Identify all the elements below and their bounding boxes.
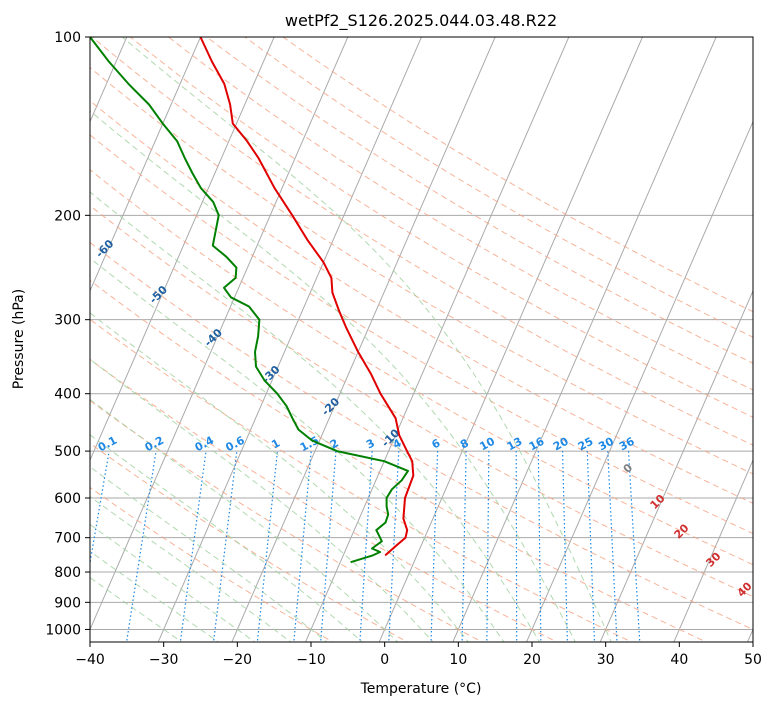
mixing-ratio-line (213, 451, 237, 644)
x-axis-title: Temperature (°C) (360, 681, 482, 697)
mixing-ratio-label: 3 (364, 436, 377, 451)
mixing-ratio-line (629, 451, 640, 644)
mixing-ratio-line (608, 451, 617, 644)
dry-adiabat-line (0, 24, 775, 645)
dry-adiabat-label: 0 (621, 461, 636, 476)
x-tick-label: 40 (670, 652, 688, 668)
mixing-ratio-label: 25 (576, 435, 596, 454)
x-tick-label: 0 (380, 652, 389, 668)
y-tick-label: 500 (54, 444, 81, 460)
mixing-ratio-label: 8 (458, 436, 471, 451)
mixing-ratio-label: 16 (527, 435, 547, 454)
isotherm-label: -60 (93, 237, 116, 260)
moist-adiabat-line (122, 37, 612, 644)
y-tick-label: 700 (54, 531, 81, 547)
moist-adiabat-line (0, 37, 400, 644)
y-tick-label: 100 (54, 30, 81, 46)
x-tick-label: 50 (744, 652, 762, 668)
isotherm-label: -30 (259, 363, 282, 386)
mixing-ratio-line (538, 451, 541, 644)
mixing-ratio-label: 13 (505, 435, 525, 454)
y-tick-label: 1000 (45, 622, 81, 638)
y-tick-label: 400 (54, 387, 81, 403)
dry-adiabat-line (0, 24, 775, 645)
mixing-ratio-line (257, 451, 277, 644)
mixing-ratio-label: 30 (596, 435, 616, 454)
dry-adiabat-line (0, 24, 337, 645)
dry-adiabat-line (0, 24, 562, 645)
x-tick-label: −30 (149, 652, 179, 668)
isotherm-line (157, 24, 427, 645)
isotherm-line (378, 24, 648, 645)
dry-adiabat-line (0, 24, 487, 645)
mixing-ratio-line (587, 451, 594, 644)
x-tick-label: −10 (296, 652, 326, 668)
isotherm-line (304, 24, 574, 645)
isotherm-label: -80 (0, 144, 10, 167)
mixing-ratio-label: 10 (477, 435, 497, 454)
plot-area: 0.10.20.40.611.52346810131620253036-100-… (0, 24, 775, 645)
mixing-ratio-line (563, 451, 568, 644)
plot-frame (90, 37, 753, 642)
x-tick-label: −20 (223, 652, 253, 668)
dry-adiabat-line (0, 24, 775, 645)
y-tick-label: 200 (54, 208, 81, 224)
moist-adiabat-line (0, 37, 185, 644)
moist-adiabat-line (0, 37, 470, 644)
dry-adiabat-line (0, 24, 775, 645)
x-tick-label: 20 (523, 652, 541, 668)
mixing-ratio-line (320, 451, 336, 644)
y-tick-label: 600 (54, 491, 81, 507)
mixing-ratio-line (126, 451, 156, 644)
dry-adiabat-label: 40 (735, 579, 755, 599)
isotherm-label: -70 (42, 185, 65, 208)
isotherm-label: -20 (319, 395, 342, 418)
dry-adiabat-line (77, 24, 775, 645)
y-tick-label: 900 (54, 595, 81, 611)
dry-adiabat-label: 20 (672, 521, 692, 541)
isotherm-line (0, 24, 206, 645)
isotherm-label: -50 (147, 283, 170, 306)
mixing-ratio-line (487, 451, 489, 644)
mixing-ratio-label: 20 (551, 435, 571, 454)
y-tick-label: 800 (54, 565, 81, 581)
y-tick-label: 300 (54, 313, 81, 329)
y-axis-title: Pressure (hPa) (11, 289, 27, 389)
x-tick-label: 10 (449, 652, 467, 668)
dewpoint-profile (90, 37, 408, 562)
mixing-ratio-label: 1 (269, 436, 282, 451)
dry-adiabat-line (0, 24, 712, 645)
chart-title: wetPf2_S126.2025.044.03.48.R22 (285, 11, 557, 31)
mixing-ratio-line (516, 451, 517, 644)
mixing-ratio-label: 6 (430, 436, 443, 451)
isotherm-line (746, 24, 775, 645)
dry-adiabat-line (39, 24, 775, 645)
isotherm-line (525, 24, 775, 645)
isotherm-line (10, 24, 280, 645)
x-tick-label: 30 (597, 652, 615, 668)
moist-adiabat-line (0, 37, 365, 644)
isotherm-line (599, 24, 775, 645)
x-tick-label: −40 (75, 652, 105, 668)
isotherm-line (0, 24, 59, 645)
mixing-ratio-label: 36 (617, 435, 637, 454)
isotherm-line (452, 24, 722, 645)
dry-adiabat-line (227, 24, 775, 645)
mixing-ratio-line (76, 451, 109, 644)
